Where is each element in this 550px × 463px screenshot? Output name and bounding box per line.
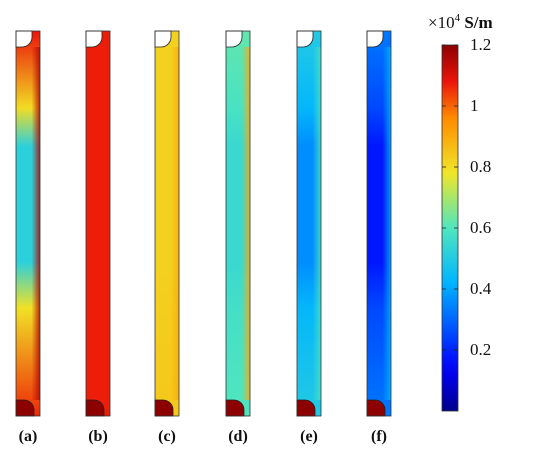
column-edge-highlight — [297, 47, 321, 400]
colorbar-tick-label: 1 — [470, 96, 479, 115]
panel-label: (d) — [228, 428, 248, 445]
colorbar-tick-label: 0.8 — [470, 157, 492, 176]
column-edge-highlight — [226, 47, 250, 400]
column-edge-highlight — [16, 47, 40, 400]
column-group — [15, 30, 392, 417]
bottom-electrode — [15, 399, 35, 417]
colorbar-unit: ×104 S/m — [428, 12, 493, 33]
colorbar-tick-label: 0.4 — [470, 279, 492, 298]
bottom-electrode — [366, 399, 386, 417]
panel-label: (f) — [371, 428, 387, 445]
column-edge-highlight — [367, 47, 391, 400]
top-inlet — [15, 30, 33, 48]
bottom-electrode — [154, 399, 174, 417]
column-d — [225, 30, 251, 417]
panel-label: (b) — [88, 428, 108, 445]
column-edge-highlight — [86, 47, 110, 400]
column-a — [15, 30, 41, 417]
column-f — [366, 30, 392, 417]
column-e — [296, 30, 322, 417]
bottom-electrode — [296, 399, 316, 417]
unit-prefix: ×10 — [428, 13, 455, 32]
column-frame — [225, 30, 251, 417]
top-inlet — [85, 30, 103, 48]
top-inlet — [225, 30, 243, 48]
bottom-electrode — [85, 399, 105, 417]
unit-label: S/m — [464, 13, 493, 32]
panel-label: (c) — [158, 428, 176, 445]
column-c — [154, 30, 180, 417]
column-frame — [366, 30, 392, 417]
colorbar-tick-label: 0.2 — [470, 340, 492, 359]
top-inlet — [366, 30, 384, 48]
top-inlet — [296, 30, 314, 48]
top-inlet — [154, 30, 172, 48]
unit-exponent: 4 — [454, 12, 461, 24]
column-frame — [15, 30, 41, 417]
column-frame — [85, 30, 111, 417]
colorbar-ticks — [442, 44, 458, 351]
colorbar-tick-label: 0.6 — [470, 218, 492, 237]
panel-label: (e) — [300, 428, 318, 445]
column-edge-highlight — [155, 47, 179, 400]
bottom-electrode — [225, 399, 245, 417]
column-frame — [296, 30, 322, 417]
colorbar-tick-label: 1.2 — [470, 35, 492, 54]
column-b — [85, 30, 111, 417]
column-frame — [154, 30, 180, 417]
panel-label: (a) — [18, 428, 38, 445]
